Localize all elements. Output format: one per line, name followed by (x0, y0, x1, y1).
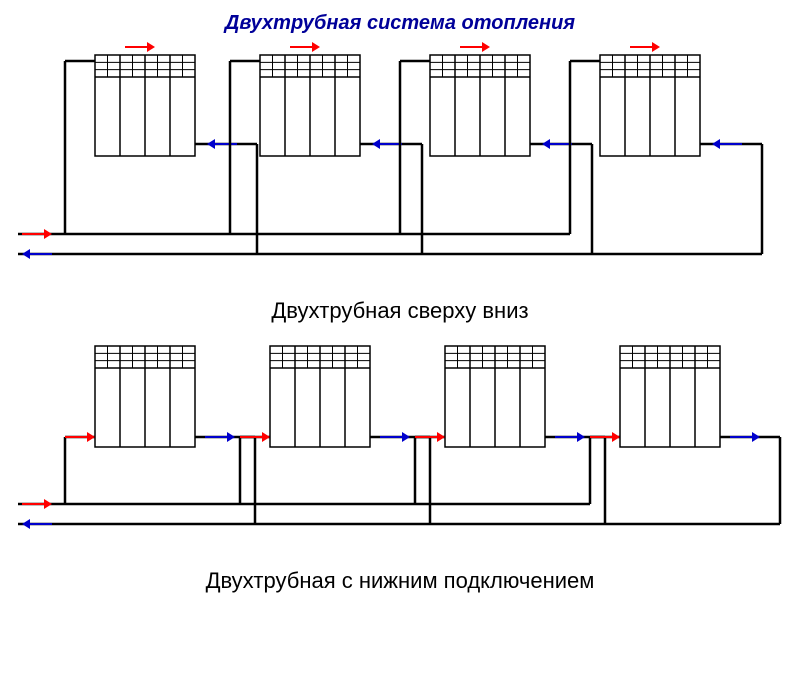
diagram-bottom-connection (0, 334, 800, 564)
caption-bottom: Двухтрубная с нижним подключением (0, 568, 800, 594)
diagram-top-down (0, 39, 800, 294)
caption-top: Двухтрубная сверху вниз (0, 298, 800, 324)
main-title: Двухтрубная система отопления (0, 0, 800, 39)
